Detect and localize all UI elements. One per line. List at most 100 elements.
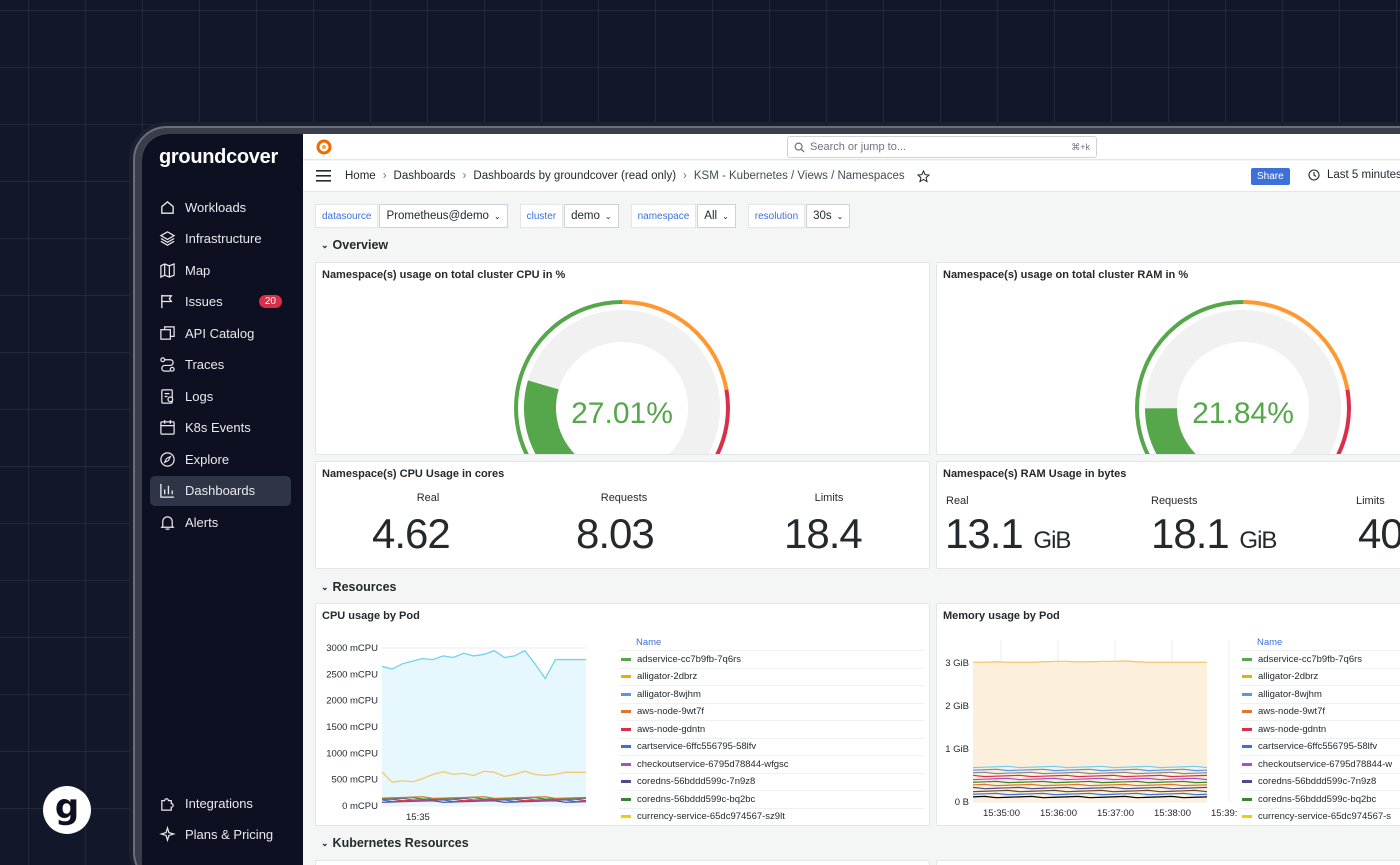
share-button[interactable]: Share (1251, 168, 1290, 185)
chevron-down-icon: ⌄ (722, 211, 729, 221)
legend-item[interactable]: alligator-8wjhm (1240, 685, 1400, 703)
legend-item[interactable]: aws-node-9wt7f (619, 702, 924, 721)
legend-item[interactable]: adservice-cc7b9fb-7q6rs (1240, 650, 1400, 668)
avatar[interactable]: g (43, 786, 91, 834)
legend-item[interactable]: checkoutservice-6795d78844-w (1240, 755, 1400, 773)
sidebar-item-label: Alerts (185, 514, 219, 530)
series-line (381, 796, 587, 799)
series-line (972, 765, 1208, 769)
sidebar-item-explore[interactable]: Explore (150, 444, 291, 474)
sidebar-item-integrations[interactable]: Integrations (150, 788, 291, 818)
stat-unit: GiB (1239, 527, 1277, 554)
legend-header[interactable]: Name (1257, 637, 1283, 648)
breadcrumb-folder[interactable]: Dashboards by groundcover (read only) (473, 170, 677, 182)
gauge-threshold-orange (1242, 300, 1350, 391)
legend-label: cartservice-6ffc556795-58lfv (1258, 741, 1378, 753)
legend-item[interactable]: cartservice-6ffc556795-58lfv (1240, 737, 1400, 756)
legend-swatch (621, 657, 631, 661)
var-label-namespace: namespace (630, 204, 697, 228)
legend-item[interactable]: currency-service-65dc974567-sz9lt (619, 807, 924, 826)
legend-item[interactable]: alligator-2dbrz (619, 667, 924, 686)
memory-timeseries-chart: 3 GiB 2 GiB 1 GiB 0 B 15:35:00 15:36:00 15:37:… (945, 640, 1237, 819)
legend-label: adservice-cc7b9fb-7q6rs (1258, 653, 1363, 665)
sidebar-item-map[interactable]: Map (150, 255, 291, 285)
legend-item[interactable]: aws-node-gdntn (1240, 720, 1400, 738)
legend-item[interactable]: alligator-2dbrz (1240, 667, 1400, 686)
sidebar-item-k8s-events[interactable]: K8s Events (150, 413, 291, 443)
legend-item[interactable]: coredns-56bddd599c-bq2bc (1240, 790, 1400, 808)
sidebar-item-dashboards[interactable]: Dashboards (150, 475, 291, 506)
sidebar-item-infrastructure[interactable]: Infrastructure (150, 224, 291, 254)
sidebar-item-label: Plans & Pricing (185, 827, 274, 842)
y-tick-label: 0 B (955, 797, 969, 808)
legend-label: alligator-2dbrz (1258, 671, 1319, 683)
cpu-gauge (514, 300, 730, 454)
grafana-logo-icon[interactable] (315, 138, 333, 156)
legend-swatch (621, 797, 631, 801)
legend-item[interactable]: coredns-56bddd599c-7n9z8 (619, 772, 924, 791)
star-icon[interactable] (916, 169, 930, 183)
var-select-namespace[interactable]: All ⌄ (697, 204, 736, 228)
traces-icon (160, 357, 175, 372)
series-line (972, 783, 1208, 787)
legend-item[interactable]: coredns-56bddd599c-bq2bc (619, 790, 924, 808)
variable-bar: datasource Prometheus@demo ⌄ cluster demo… (315, 204, 862, 228)
legend-swatch (621, 745, 631, 749)
y-tick-label: 1 GiB (945, 744, 969, 755)
var-select-resolution[interactable]: 30s ⌄ (806, 204, 851, 228)
sidebar-item-alerts[interactable]: Alerts (150, 507, 291, 537)
series-line (972, 777, 1208, 781)
sparkle-icon (159, 826, 176, 843)
row-overview[interactable]: ⌄ Overview (321, 238, 388, 252)
row-kubernetes-resources[interactable]: ⌄ Kubernetes Resources (321, 836, 469, 850)
sidebar-bottom-nav: Integrations Plans & Pricing (150, 788, 291, 851)
legend-header[interactable]: Name (636, 637, 662, 648)
legend-label: aws-node-gdntn (637, 723, 706, 735)
time-range-picker[interactable]: Last 5 minutes (1308, 169, 1400, 181)
legend-label: adservice-cc7b9fb-7q6rs (637, 653, 742, 665)
x-tick-label: 15:39:00 (1211, 808, 1237, 819)
catalog-icon (160, 325, 175, 340)
legend-item[interactable]: currency-service-65dc974567-s (1240, 807, 1400, 826)
series-line (381, 649, 586, 680)
legend-label: cartservice-6ffc556795-58lfv (637, 741, 757, 753)
sidebar-item-plans-pricing[interactable]: Plans & Pricing (150, 820, 291, 850)
breadcrumb-dashboards[interactable]: Dashboards (393, 170, 456, 182)
menu-icon[interactable] (316, 170, 331, 182)
series-line (972, 768, 1208, 772)
stat-label-real: Real (416, 492, 440, 504)
brand-logo: groundcover (159, 146, 278, 168)
sidebar-item-traces[interactable]: Traces (150, 350, 291, 380)
legend-item[interactable]: coredns-56bddd599c-7n9z8 (1240, 772, 1400, 791)
x-tick-label: 15:35:00 (983, 808, 1020, 819)
sidebar-item-logs[interactable]: Logs (150, 381, 291, 411)
legend-item[interactable]: aws-node-9wt7f (1240, 702, 1400, 721)
legend-item[interactable]: adservice-cc7b9fb-7q6rs (619, 650, 924, 668)
legend-item[interactable]: cartservice-6ffc556795-58lfv (619, 737, 924, 756)
legend-swatch (621, 727, 631, 731)
x-tick-label: 15:37:00 (1097, 808, 1134, 819)
x-tick-label: 15:36:00 (1040, 808, 1077, 819)
breadcrumb-home[interactable]: Home (345, 170, 376, 182)
legend-item[interactable]: aws-node-gdntn (619, 720, 924, 738)
legend-swatch (1242, 797, 1252, 801)
stat-value-limits: 18.4 (784, 510, 863, 557)
var-select-cluster[interactable]: demo ⌄ (564, 204, 619, 228)
dashboard-main: Search or jump to... ⌘+k Home › Dashboard… (303, 134, 1400, 865)
logs-icon (161, 388, 174, 404)
var-value: demo (571, 210, 600, 222)
sidebar-item-api-catalog[interactable]: API Catalog (150, 318, 291, 348)
search-input[interactable]: Search or jump to... ⌘+k (787, 136, 1097, 158)
var-select-datasource[interactable]: Prometheus@demo ⌄ (379, 204, 508, 228)
map-icon (160, 262, 175, 278)
clock-icon (1308, 169, 1320, 181)
ram-bytes-panel: Namespace(s) RAM Usage in bytes Real Req… (936, 461, 1400, 569)
sidebar-item-issues[interactable]: Issues 20 (150, 287, 291, 317)
sidebar-item-workloads[interactable]: Workloads (150, 192, 291, 222)
legend-label: currency-service-65dc974567-s (1258, 811, 1392, 823)
legend-item[interactable]: alligator-8wjhm (619, 685, 924, 703)
panel-title: Namespace(s) usage on total cluster CPU … (322, 269, 566, 281)
legend-item[interactable]: checkoutservice-6795d78844-wfgsc (619, 755, 924, 773)
row-resources[interactable]: ⌄ Resources (321, 580, 396, 594)
chevron-down-icon: ⌄ (493, 211, 501, 221)
